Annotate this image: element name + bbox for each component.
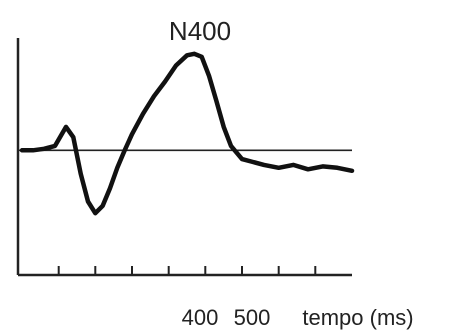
x-tick-label-500: 500 [234, 305, 271, 330]
n400-peak-label: N400 [169, 16, 231, 46]
axes [16, 38, 352, 277]
x-axis-title: tempo (ms) [302, 305, 413, 330]
x-axis-ticks [57, 266, 317, 275]
erp-waveform-line [19, 51, 355, 216]
x-tick-label-400: 400 [182, 305, 219, 330]
x-axis-labels: 400 500 tempo (ms) [182, 305, 414, 330]
